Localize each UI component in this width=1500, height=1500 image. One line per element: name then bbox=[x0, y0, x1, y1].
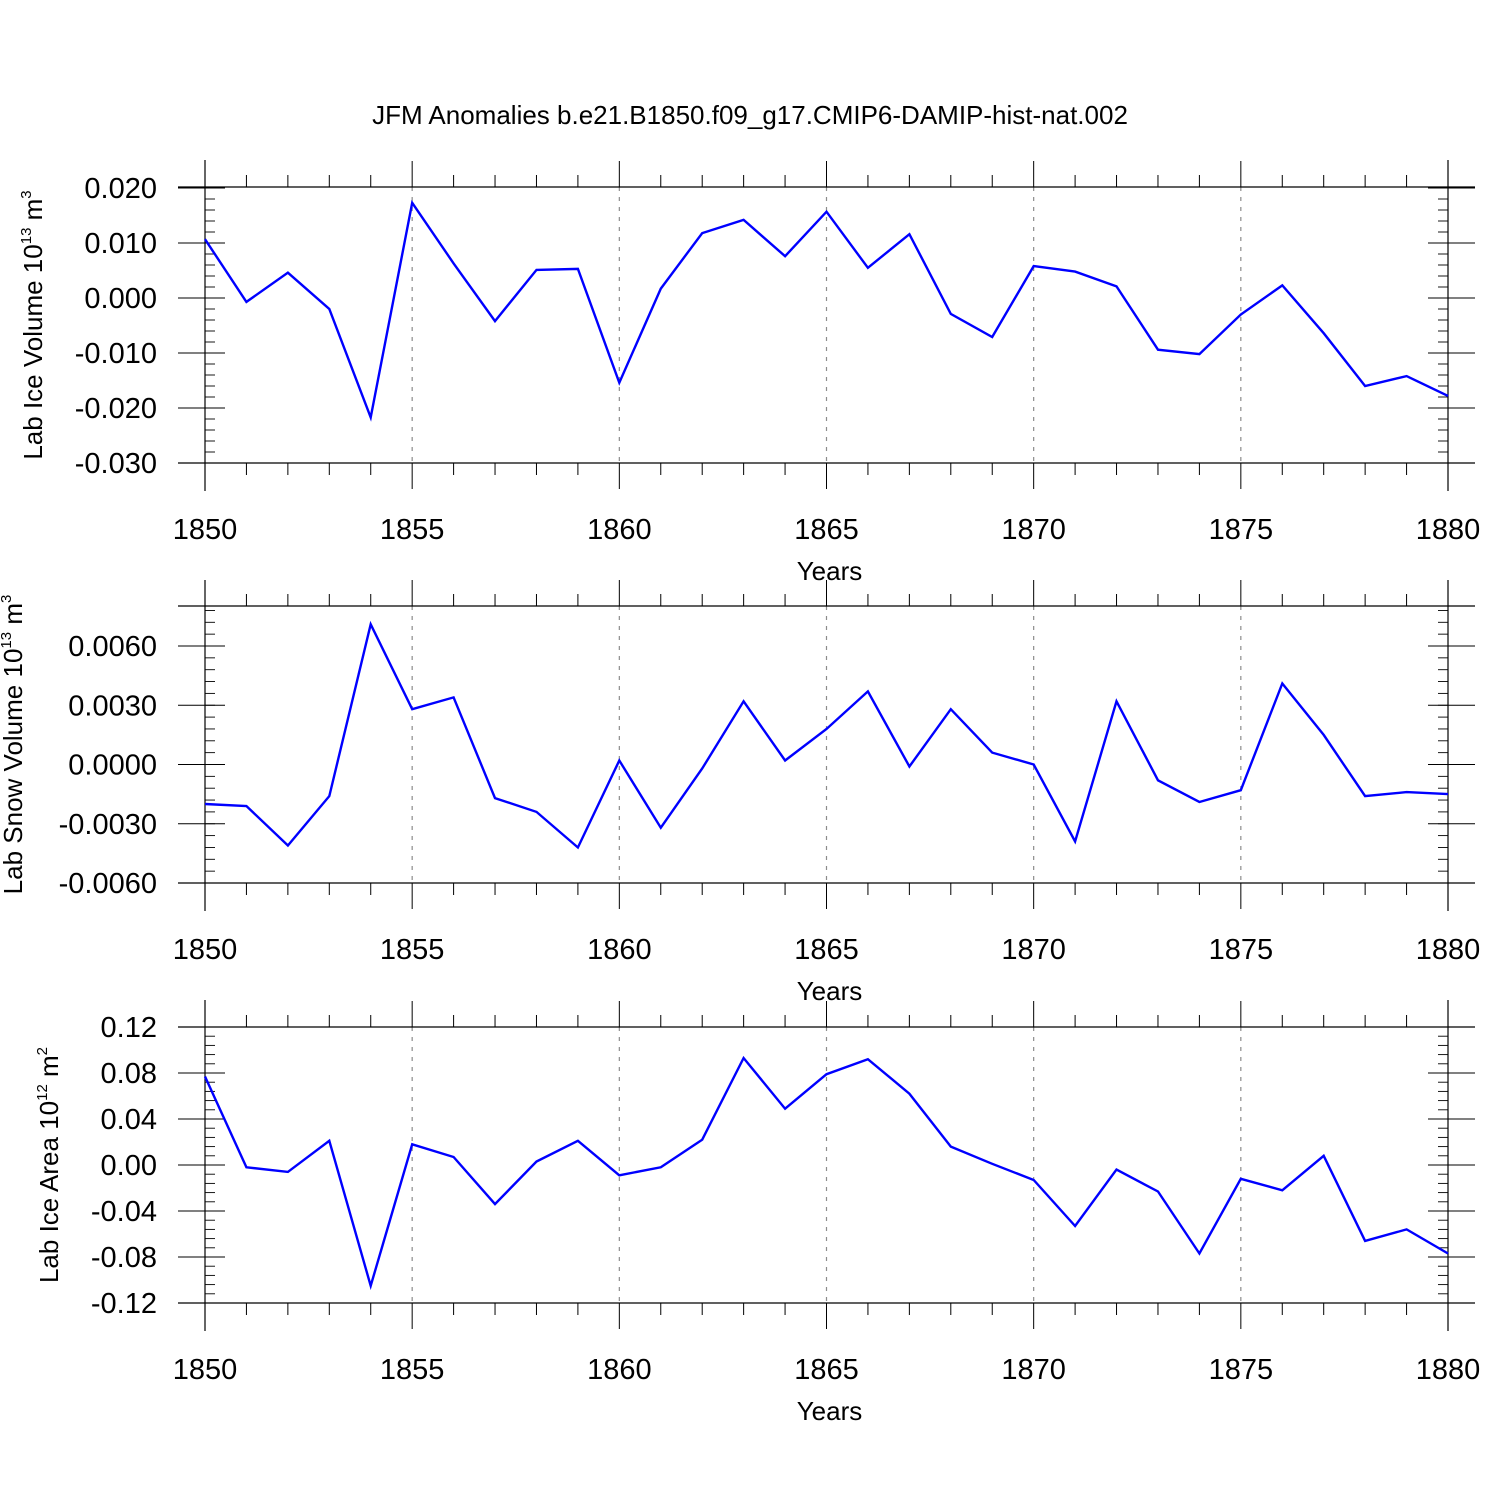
x-tick-label: 1855 bbox=[380, 514, 445, 546]
y-tick-label: -0.030 bbox=[75, 448, 157, 480]
x-tick-label: 1855 bbox=[380, 934, 445, 966]
y-tick-label: -0.12 bbox=[91, 1288, 157, 1320]
x-axis-label: Years bbox=[797, 1396, 863, 1426]
panels: 0.020 0.010 0.000 -0.010 -0.020 -0.030 1850 185… bbox=[0, 160, 1480, 1426]
x-tick-label: 1865 bbox=[794, 1354, 859, 1386]
y-tick-label: 0.04 bbox=[101, 1104, 157, 1136]
x-tick-label: 1875 bbox=[1209, 514, 1274, 546]
x-tick-label: 1850 bbox=[173, 934, 238, 966]
x-axis-label: Years bbox=[797, 556, 863, 586]
y-axis-label: Lab Snow Volume 1013 m3 bbox=[0, 595, 28, 895]
y-tick-label: 0.010 bbox=[84, 228, 157, 260]
y-tick-label: 0.00 bbox=[101, 1150, 157, 1182]
x-tick-label: 1860 bbox=[587, 514, 652, 546]
y-tick-label: 0.0030 bbox=[68, 690, 157, 722]
x-tick-label: 1870 bbox=[1001, 934, 1066, 966]
x-tick-label: 1860 bbox=[587, 934, 652, 966]
chart-title: JFM Anomalies b.e21.B1850.f09_g17.CMIP6-… bbox=[372, 100, 1128, 130]
y-tick-label: -0.010 bbox=[75, 338, 157, 370]
y-axis-label: Lab Ice Volume 1013 m3 bbox=[18, 190, 48, 459]
x-tick-label: 1870 bbox=[1001, 1354, 1066, 1386]
panel-3: 0.12 0.08 0.04 0.00 -0.04 -0.08 -0.12 1850 1855 1… bbox=[34, 1000, 1480, 1426]
series-line bbox=[203, 1055, 1449, 1291]
x-tick-label: 1880 bbox=[1416, 934, 1481, 966]
y-tick-label: 0.0060 bbox=[68, 631, 157, 663]
y-tick-label: 0.12 bbox=[101, 1012, 157, 1044]
x-tick-label: 1875 bbox=[1209, 934, 1274, 966]
x-tick-label: 1865 bbox=[794, 514, 859, 546]
y-tick-label: -0.0060 bbox=[59, 868, 157, 900]
x-tick-label: 1870 bbox=[1001, 514, 1066, 546]
y-tick-label: 0.0000 bbox=[68, 750, 157, 782]
y-tick-label: 0.08 bbox=[101, 1058, 157, 1090]
y-tick-label: -0.0030 bbox=[59, 809, 157, 841]
y-tick-label: -0.08 bbox=[91, 1242, 157, 1274]
x-axis-label: Years bbox=[797, 976, 863, 1006]
series-line bbox=[203, 199, 1449, 422]
x-tick-label: 1855 bbox=[380, 1354, 445, 1386]
y-tick-label: 0.000 bbox=[84, 283, 157, 315]
x-tick-label: 1880 bbox=[1416, 1354, 1481, 1386]
panel-1: 0.020 0.010 0.000 -0.010 -0.020 -0.030 1850 185… bbox=[18, 160, 1480, 586]
panel-2: 0.0060 0.0030 0.0000 -0.0030 -0.0060 1850 1855… bbox=[0, 580, 1480, 1006]
x-tick-label: 1865 bbox=[794, 934, 859, 966]
y-tick-label: -0.04 bbox=[91, 1196, 157, 1228]
y-axis-label: Lab Ice Area 1012 m2 bbox=[34, 1047, 64, 1283]
x-tick-label: 1850 bbox=[173, 1354, 238, 1386]
series-line bbox=[204, 620, 1449, 850]
y-tick-label: 0.020 bbox=[84, 173, 157, 205]
x-tick-label: 1860 bbox=[587, 1354, 652, 1386]
x-tick-label: 1880 bbox=[1416, 514, 1481, 546]
x-tick-label: 1875 bbox=[1209, 1354, 1274, 1386]
x-tick-label: 1850 bbox=[173, 514, 238, 546]
y-tick-label: -0.020 bbox=[75, 393, 157, 425]
